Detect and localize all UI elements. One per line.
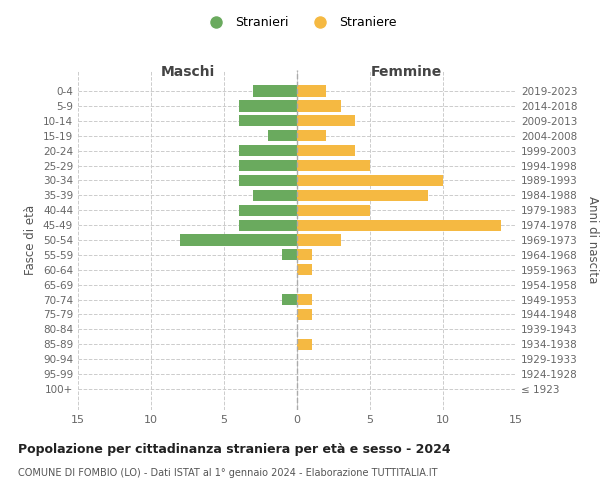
Y-axis label: Fasce di età: Fasce di età — [25, 205, 37, 275]
Bar — [297, 190, 428, 201]
Bar — [297, 130, 326, 141]
Bar — [297, 234, 341, 246]
Bar — [239, 175, 297, 186]
Bar — [239, 160, 297, 171]
Bar — [297, 175, 443, 186]
Bar — [297, 220, 502, 230]
Bar — [239, 220, 297, 230]
Text: Femmine: Femmine — [371, 65, 442, 79]
Text: COMUNE DI FOMBIO (LO) - Dati ISTAT al 1° gennaio 2024 - Elaborazione TUTTITALIA.: COMUNE DI FOMBIO (LO) - Dati ISTAT al 1°… — [18, 468, 437, 477]
Bar — [297, 160, 370, 171]
Bar — [297, 309, 311, 320]
Bar — [239, 115, 297, 126]
Bar — [253, 190, 297, 201]
Bar — [297, 204, 370, 216]
Bar — [283, 294, 297, 305]
Bar — [297, 86, 326, 96]
Bar — [297, 145, 355, 156]
Text: Popolazione per cittadinanza straniera per età e sesso - 2024: Popolazione per cittadinanza straniera p… — [18, 442, 451, 456]
Bar — [239, 145, 297, 156]
Bar — [297, 264, 311, 276]
Text: Maschi: Maschi — [160, 65, 215, 79]
Bar — [239, 204, 297, 216]
Bar — [297, 294, 311, 305]
Bar — [283, 250, 297, 260]
Legend: Stranieri, Straniere: Stranieri, Straniere — [199, 11, 401, 34]
Bar — [297, 115, 355, 126]
Bar — [180, 234, 297, 246]
Bar — [297, 338, 311, 350]
Bar — [253, 86, 297, 96]
Bar — [268, 130, 297, 141]
Bar — [239, 100, 297, 112]
Bar — [297, 250, 311, 260]
Bar — [297, 100, 341, 112]
Y-axis label: Anni di nascita: Anni di nascita — [586, 196, 599, 284]
